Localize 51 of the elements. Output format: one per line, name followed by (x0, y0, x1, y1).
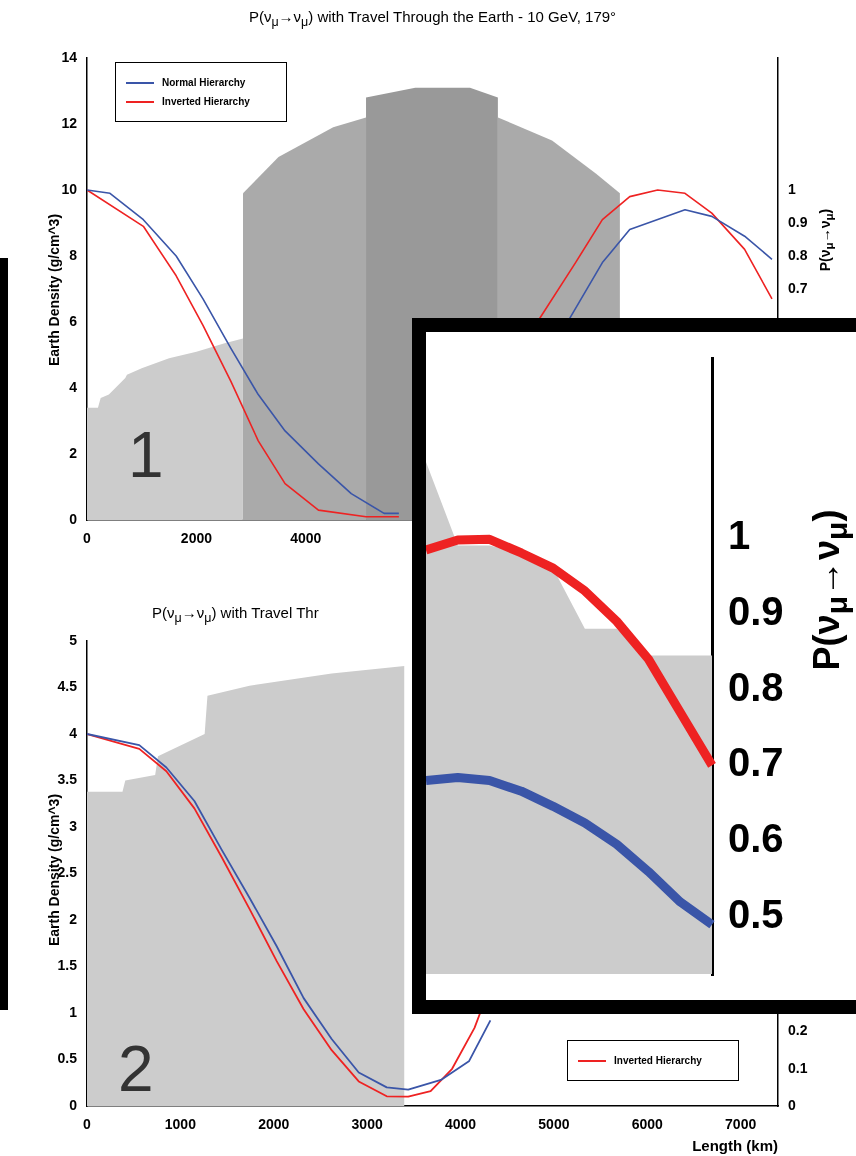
chart-title: P(ν$_{μ}$→ν$_{μ}$) with Travel Thr (152, 604, 319, 625)
y-tick-label: 2 (69, 910, 78, 927)
x-tick-label: 2000 (258, 1116, 290, 1133)
legend-label: Normal Hierarchy (162, 77, 246, 88)
x-tick-label: 3000 (351, 1116, 383, 1133)
y-tick-label: 4.5 (57, 678, 78, 695)
y-tick-label: 4 (69, 724, 78, 741)
y-tick-label: 3.5 (57, 771, 78, 788)
chart-title: P(ν$_{μ}$→ν$_{μ}$) with Travel Through the Earth - 10 GeV, 179° (247, 8, 618, 29)
y-tick-label: 8 (69, 246, 78, 263)
y-tick-label: 0.5 (728, 892, 784, 937)
y-tick-label: 0.8 (728, 664, 784, 709)
y2-tick-label: 0.8 (788, 246, 808, 263)
y-tick-label: 2 (69, 444, 78, 461)
legend-label: Inverted Hierarchy (162, 96, 250, 107)
y-tick-label: 14 (61, 48, 78, 65)
y2-tick-label: 0.7 (788, 279, 808, 296)
y-tick-label: 5 (69, 631, 78, 648)
x-tick-label: 7000 (725, 1116, 757, 1133)
annotation: 2 (118, 1032, 154, 1106)
y2-tick-label: 0 (788, 1096, 796, 1113)
y-tick-label: 1 (728, 512, 751, 557)
y-tick-label: 6 (69, 312, 78, 329)
y-tick-label: 0.7 (728, 740, 784, 785)
y-axis-title: Earth Density (g/cm^3) (46, 213, 62, 367)
y-tick-label: 0.5 (57, 1050, 78, 1067)
y-tick-label: 0.6 (728, 816, 784, 861)
y-tick-label: 0.9 (728, 588, 784, 633)
y-tick-label: 0 (69, 1096, 78, 1113)
legend-label: Inverted Hierarchy (614, 1055, 702, 1066)
y-tick-label: 4 (69, 378, 78, 395)
x-tick-label: 4000 (444, 1116, 477, 1133)
x-tick-label: 0 (83, 530, 92, 547)
x-tick-label: 6000 (631, 1116, 664, 1133)
y2-tick-label: 0.2 (788, 1022, 808, 1039)
y2-tick-label: 0.9 (788, 213, 808, 230)
y-tick-label: 12 (61, 114, 78, 131)
x-tick-label: 0 (83, 1116, 92, 1133)
y2-tick-label: 0.1 (788, 1059, 808, 1076)
annotation: 1 (128, 418, 164, 492)
x-tick-label: 5000 (538, 1116, 570, 1133)
y-tick-label: 3 (69, 817, 78, 834)
y-tick-label: 1 (69, 1003, 78, 1020)
x-tick-label: 4000 (290, 530, 322, 547)
y-tick-label: 0 (69, 510, 78, 527)
y-tick-label: 10 (61, 180, 78, 197)
y-tick-label: 1.5 (57, 957, 78, 974)
x-tick-label: 1000 (164, 1116, 197, 1133)
x-tick-label: 2000 (180, 530, 213, 547)
y2-tick-label: 1 (788, 180, 796, 197)
x-axis-title: Length (km) (692, 1137, 778, 1155)
